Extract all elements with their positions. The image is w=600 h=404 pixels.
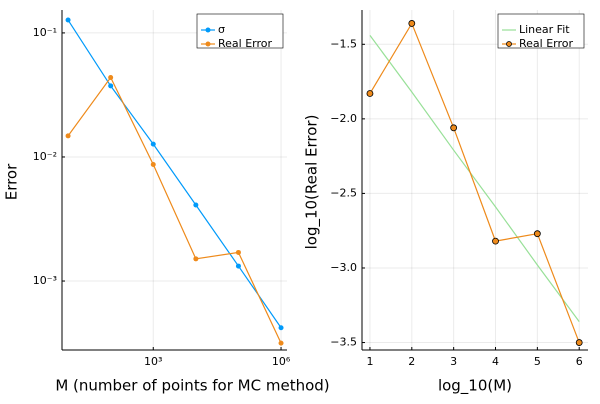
legend-marker (205, 41, 211, 47)
point (278, 325, 284, 331)
series-line (369, 22, 580, 343)
point (65, 133, 71, 139)
point (575, 339, 583, 346)
x-tick-label: 3 (450, 355, 457, 368)
point (65, 17, 71, 23)
point (366, 90, 374, 97)
legend-marker (506, 41, 512, 47)
legend-label: Real Error (218, 37, 273, 50)
point (492, 237, 499, 245)
x-tick-label: 6 (576, 355, 583, 368)
point (408, 20, 416, 27)
legend-label: Linear Fit (519, 23, 570, 36)
y-axis-label: Error (3, 163, 21, 200)
series-line (67, 76, 282, 344)
y-tick-label: −3.0 (330, 261, 357, 274)
y-axis-label: log_10(Real Error) (303, 115, 322, 250)
x-tick-label: 5 (534, 355, 541, 368)
point (450, 124, 458, 132)
point (150, 141, 156, 147)
y-tick-label: −3.5 (330, 336, 357, 349)
x-tick-label: 1 (366, 355, 373, 368)
series-line (67, 19, 282, 329)
point (193, 256, 199, 262)
point (108, 75, 114, 81)
series-line (369, 34, 580, 323)
y-tick-label: −1.5 (330, 37, 357, 50)
y-tick-label: 10⁻³ (33, 274, 57, 287)
legend-box (497, 13, 585, 49)
y-tick-label: −2.0 (330, 112, 357, 125)
legend-box (196, 13, 284, 49)
x-tick-label: 10⁶ (272, 355, 291, 368)
y-tick-label: 10⁻² (33, 150, 57, 163)
point (150, 161, 156, 167)
point (533, 230, 541, 238)
y-tick-label: 10⁻¹ (33, 26, 57, 39)
point (193, 202, 199, 208)
legend-label: Real Error (519, 37, 574, 50)
x-axis-label: log_10(M) (438, 377, 512, 396)
legend-label: σ (218, 23, 225, 36)
x-tick-label: 4 (492, 355, 499, 368)
legend-marker (205, 27, 211, 33)
point (235, 263, 241, 269)
point (278, 340, 284, 346)
x-tick-label: 2 (408, 355, 415, 368)
y-tick-label: −2.5 (330, 186, 357, 199)
x-tick-label: 10³ (144, 355, 162, 368)
point (108, 83, 114, 89)
x-axis-label: M (number of points for MC method) (55, 377, 329, 395)
point (235, 249, 241, 255)
